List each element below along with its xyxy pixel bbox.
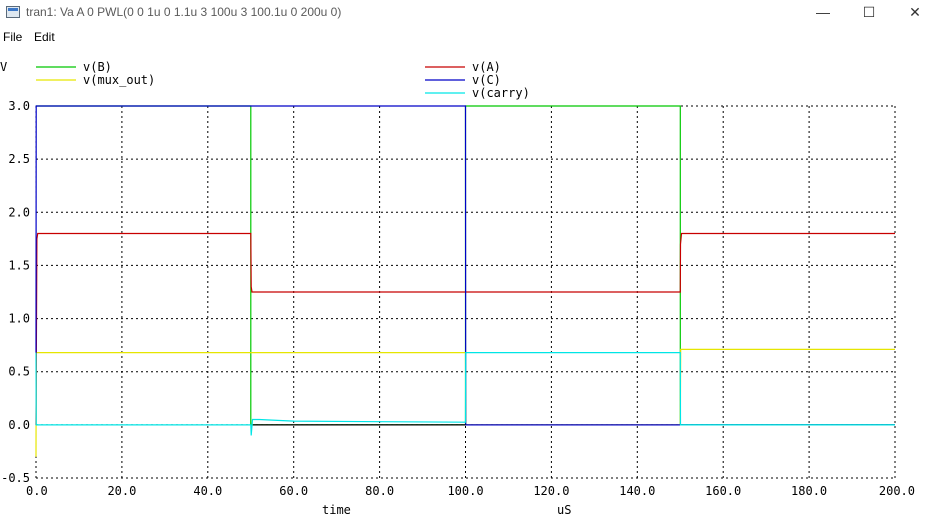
x-tick-label: 120.0 <box>533 484 569 498</box>
trace-vA <box>35 232 895 425</box>
y-tick-label: 3.0 <box>8 99 30 113</box>
menu-file[interactable]: File <box>3 30 23 44</box>
y-tick-label: 0.5 <box>8 365 30 379</box>
x-tick-label: 180.0 <box>791 484 827 498</box>
y-tick-label: 1.5 <box>8 258 30 272</box>
maximize-button[interactable]: ☐ <box>862 4 876 20</box>
x-tick-label: 60.0 <box>279 484 308 498</box>
traces <box>35 105 895 457</box>
legend: v(B)v(mux_out) v(A)v(C)v(carry) <box>36 60 530 100</box>
y-tick-label: 2.5 <box>8 152 30 166</box>
x-tick-label: 20.0 <box>107 484 136 498</box>
app-icon <box>6 6 20 18</box>
x-tick-label: 80.0 <box>365 484 394 498</box>
minimize-button[interactable]: — <box>816 4 830 20</box>
x-tick-label: 200.0 <box>879 484 915 498</box>
x-tick-label: 0.0 <box>26 484 48 498</box>
y-tick-label: -0.5 <box>1 471 30 485</box>
menu-edit[interactable]: Edit <box>34 30 55 44</box>
x-tick-label: 100.0 <box>447 484 483 498</box>
legend-label: v(C) <box>472 73 501 87</box>
y-tick-label: 2.0 <box>8 205 30 219</box>
x-tick-label: 140.0 <box>619 484 655 498</box>
x-axis-label: time <box>322 503 351 517</box>
x-tick-label: 40.0 <box>193 484 222 498</box>
y-tick-label: 1.0 <box>8 312 30 326</box>
y-tick-label: 0.0 <box>8 418 30 432</box>
waveform-plot: V v(B)v(mux_out)v(A)v(C)v(carry) -0.50.0… <box>0 60 915 517</box>
legend-label: v(A) <box>472 60 501 74</box>
window-title: tran1: Va A 0 PWL(0 0 1u 0 1.1u 3 100u 3… <box>26 5 342 19</box>
y-axis-unit-label: V <box>0 60 7 74</box>
x-tick-label: 160.0 <box>705 484 741 498</box>
legend-label: v(mux_out) <box>83 73 155 87</box>
x-axis-unit-label: uS <box>557 503 571 517</box>
trace-vC <box>35 105 895 426</box>
legend-label: v(carry) <box>472 86 530 100</box>
close-button[interactable]: ✕ <box>909 4 921 20</box>
menu-bar: File Edit <box>0 28 938 48</box>
title-bar: tran1: Va A 0 PWL(0 0 1u 0 1.1u 3 100u 3… <box>0 0 938 26</box>
legend-label: v(B) <box>83 60 112 74</box>
trace-vcarry <box>35 352 895 436</box>
tick-labels: -0.50.00.51.01.52.02.53.00.0 20.0 40.0 60.0… <box>1 99 915 498</box>
